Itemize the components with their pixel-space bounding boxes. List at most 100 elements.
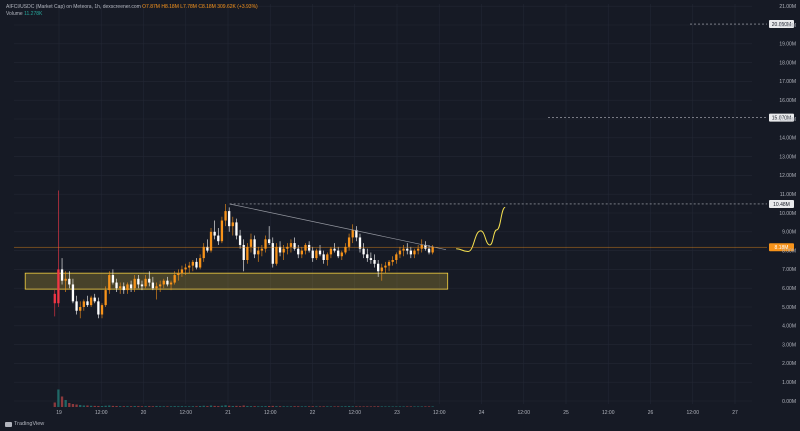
candle-body bbox=[337, 250, 340, 257]
tradingview-logo[interactable]: TradingView bbox=[5, 421, 44, 427]
volume-bar bbox=[82, 405, 85, 407]
candle-body bbox=[238, 235, 242, 245]
x-tick-label: 12:00 bbox=[517, 410, 530, 416]
candle-body bbox=[289, 243, 293, 247]
candle-body bbox=[235, 222, 238, 236]
volume-bar bbox=[228, 405, 231, 407]
candle-body bbox=[79, 307, 82, 311]
candle-body bbox=[431, 246, 434, 253]
ohlc-change: 309.62K (+3.93%) bbox=[217, 4, 258, 10]
support-zone[interactable] bbox=[24, 272, 449, 290]
candle-body bbox=[93, 297, 96, 302]
candle-body bbox=[68, 278, 71, 285]
x-tick-label: 19 bbox=[56, 410, 62, 416]
x-tick-label: 12:00 bbox=[686, 410, 699, 416]
candle-body bbox=[315, 250, 318, 259]
candle-body bbox=[220, 220, 224, 242]
candle-body bbox=[191, 261, 194, 266]
volume-bar bbox=[155, 406, 158, 407]
candle-body bbox=[242, 244, 245, 260]
price-label-pill bbox=[769, 243, 794, 252]
candle-body bbox=[358, 237, 362, 249]
volume-bar bbox=[111, 405, 115, 407]
volume-bar bbox=[206, 406, 209, 407]
candle-body bbox=[264, 239, 267, 249]
candle-body bbox=[384, 265, 387, 268]
volume-bar bbox=[213, 405, 216, 407]
candle-body bbox=[57, 269, 60, 304]
candle-body bbox=[133, 278, 136, 289]
y-tick-label: 0.00M bbox=[782, 399, 796, 405]
ohlc-close: C8.18M bbox=[198, 4, 216, 10]
candle-body bbox=[71, 284, 75, 302]
symbol-title[interactable]: AIFCI/USDC (Market Cap) on Meteora, 1h, … bbox=[6, 4, 141, 10]
candle-body bbox=[188, 265, 191, 268]
volume-bar bbox=[275, 406, 278, 407]
volume-bar bbox=[195, 406, 198, 407]
volume-bar bbox=[126, 406, 129, 407]
x-tick-label: 22 bbox=[310, 410, 316, 416]
volume-bar bbox=[380, 406, 383, 407]
candle-body bbox=[108, 275, 111, 291]
volume-bar bbox=[420, 406, 423, 407]
volume-bar bbox=[289, 406, 293, 407]
y-tick-label: 9.00M bbox=[782, 230, 796, 236]
volume-bar bbox=[253, 406, 256, 407]
price-label-text: 10.48M bbox=[773, 202, 790, 208]
candle-body bbox=[115, 282, 118, 289]
volume-bar bbox=[351, 406, 354, 407]
candle-body bbox=[340, 252, 343, 257]
candle-body bbox=[82, 301, 85, 307]
candle-body bbox=[224, 211, 227, 221]
candle-body bbox=[75, 301, 78, 311]
volume-bar bbox=[198, 406, 202, 407]
projection-curve[interactable] bbox=[456, 206, 506, 253]
price-label-pill bbox=[769, 113, 794, 122]
volume-bar bbox=[427, 406, 431, 407]
volume-bar bbox=[184, 406, 187, 407]
volume-bar bbox=[151, 406, 155, 407]
y-tick-label: 13.00M bbox=[779, 154, 796, 160]
candle-body bbox=[148, 278, 151, 283]
volume-bar bbox=[307, 406, 311, 407]
volume-bar bbox=[188, 406, 191, 407]
candle-body bbox=[155, 286, 158, 289]
volume-bar bbox=[238, 406, 242, 407]
volume-bar bbox=[217, 406, 220, 407]
x-tick-label: 12:00 bbox=[348, 410, 361, 416]
volume-bar bbox=[347, 406, 351, 407]
volume-bar bbox=[293, 406, 296, 407]
y-tick-label: 14.00M bbox=[779, 136, 796, 142]
volume-bar bbox=[315, 406, 318, 407]
volume-bar bbox=[333, 406, 336, 407]
volume-bar bbox=[358, 406, 362, 407]
candle-body bbox=[126, 284, 129, 291]
ohlc-high: H8.18M bbox=[161, 4, 179, 10]
volume-value: 11.278K bbox=[24, 11, 43, 17]
candle-body bbox=[416, 248, 420, 251]
volume-bar bbox=[129, 406, 133, 407]
x-tick-label: 12:00 bbox=[264, 410, 277, 416]
candle-body bbox=[355, 229, 358, 238]
volume-bar bbox=[137, 406, 140, 407]
candle-body bbox=[217, 235, 220, 242]
resistance-trendline[interactable] bbox=[229, 203, 447, 251]
candles bbox=[53, 190, 434, 319]
y-tick-label: 21.00M bbox=[779, 4, 796, 10]
volume-header: Volume 11.278K bbox=[6, 11, 42, 17]
volume-bar bbox=[402, 406, 405, 407]
volume-bar bbox=[133, 406, 136, 407]
candle-body bbox=[104, 290, 107, 306]
candle-body bbox=[398, 250, 402, 255]
candle-body bbox=[293, 243, 296, 249]
y-tick-label: 11.00M bbox=[780, 192, 796, 198]
candle-body bbox=[268, 239, 271, 244]
volume-bar bbox=[398, 406, 402, 407]
volume-bar bbox=[93, 405, 96, 407]
candle-body bbox=[366, 254, 369, 259]
candle-body bbox=[122, 286, 125, 291]
candle-body bbox=[100, 305, 104, 315]
y-tick-label: 1.00M bbox=[782, 380, 796, 386]
ohlc-open: O7.87M bbox=[142, 4, 160, 10]
